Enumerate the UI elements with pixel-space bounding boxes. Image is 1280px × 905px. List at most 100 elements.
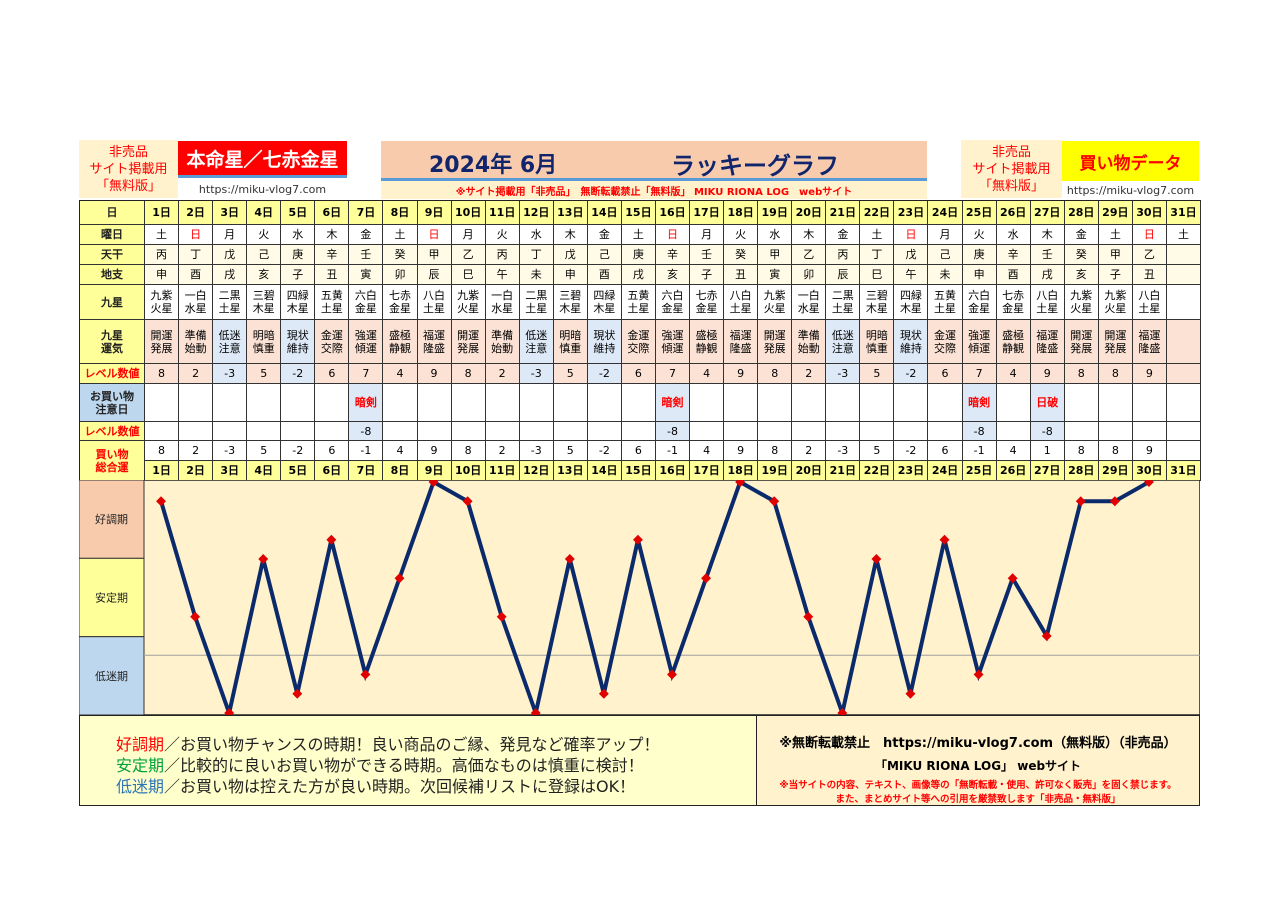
unki-cell: 準備 始動 — [792, 320, 827, 364]
chishi-cell: 子 — [690, 265, 725, 285]
chishi-cell: 巳 — [860, 265, 895, 285]
level-cell: -3 — [826, 364, 861, 384]
day-footer-cell: 5日 — [281, 461, 316, 481]
caution-level-cell — [315, 422, 350, 441]
total-cell: -3 — [519, 441, 554, 461]
data-point-29 — [1109, 496, 1120, 507]
total-cell: 4 — [690, 441, 725, 461]
caution-level-cell — [724, 422, 759, 441]
tenkan-cell: 辛 — [996, 245, 1031, 265]
day-header-cell: 2日 — [179, 201, 214, 225]
kyusei-cell: 八白 土星 — [724, 285, 759, 320]
data-point-26 — [1007, 573, 1018, 584]
level-cell: 9 — [1030, 364, 1065, 384]
legend-stable: 安定期／比較的に良いお買い物ができる時期。高価なものは慎重に検討！ — [116, 755, 756, 776]
kyusei-cell: 六白 金星 — [349, 285, 384, 320]
kyusei-cell: 四緑 木星 — [894, 285, 929, 320]
total-cell: 4 — [383, 441, 418, 461]
weekday-cell: 火 — [724, 225, 759, 245]
caution-level-cell — [826, 422, 861, 441]
day-header-cell: 11日 — [485, 201, 520, 225]
chishi-cell: 酉 — [179, 265, 214, 285]
chishi-cell: 卯 — [383, 265, 418, 285]
level-cell: -2 — [587, 364, 622, 384]
day-footer-cell: 7日 — [349, 461, 384, 481]
day-header-cell: 26日 — [996, 201, 1031, 225]
unki-cell: 低迷 注意 — [213, 320, 248, 364]
site-text: サイト掲載用 — [972, 161, 1051, 177]
day-footer-cell: 30日 — [1132, 461, 1167, 481]
kyusei-cell: 九紫 火星 — [1064, 285, 1099, 320]
day-footer-cell: 21日 — [826, 461, 861, 481]
chishi-cell: 巳 — [451, 265, 486, 285]
weekday-cell: 土 — [1166, 225, 1201, 245]
tenkan-cell: 己 — [928, 245, 963, 265]
day-header-cell: 17日 — [690, 201, 725, 225]
tenkan-cell: 壬 — [1030, 245, 1065, 265]
band-label: 好調期 — [95, 512, 128, 526]
day-header-cell: 23日 — [894, 201, 929, 225]
weekday-cell: 火 — [962, 225, 997, 245]
caution-cell — [928, 384, 963, 422]
weekday-cell: 水 — [758, 225, 793, 245]
row-label-weekday: 曜日 — [80, 225, 145, 245]
tenkan-cell: 丁 — [519, 245, 554, 265]
caution-cell: 日破 — [1030, 384, 1065, 422]
kyusei-cell: 八白 土星 — [1132, 285, 1167, 320]
caution-cell — [1098, 384, 1133, 422]
kyusei-cell: 七赤 金星 — [690, 285, 725, 320]
day-header-cell: 31日 — [1166, 201, 1201, 225]
kyusei-cell: 三碧 木星 — [860, 285, 895, 320]
chishi-cell: 午 — [485, 265, 520, 285]
caution-level-cell: -8 — [349, 422, 384, 441]
unki-cell: 開運 発展 — [145, 320, 180, 364]
kyusei-cell — [1166, 285, 1201, 320]
weekday-cell: 水 — [519, 225, 554, 245]
caution-level-cell — [485, 422, 520, 441]
unki-cell: 明暗 慎重 — [247, 320, 282, 364]
day-footer-cell: 23日 — [894, 461, 929, 481]
chishi-cell: 戌 — [213, 265, 248, 285]
tenkan-cell: 壬 — [349, 245, 384, 265]
unki-cell: 明暗 慎重 — [860, 320, 895, 364]
caution-level-cell — [996, 422, 1031, 441]
kyusei-cell: 六白 金星 — [655, 285, 691, 320]
chishi-cell: 丑 — [315, 265, 350, 285]
weekday-cell: 金 — [826, 225, 861, 245]
day-header-cell: 27日 — [1030, 201, 1065, 225]
legend-low: 低迷期／お買い物は控えた方が良い時期。次回候補リストに登録はOK！ — [116, 776, 756, 797]
data-title: 買い物データ — [1062, 141, 1199, 181]
day-footer-cell: 28日 — [1064, 461, 1099, 481]
day-header-cell: 25日 — [962, 201, 997, 225]
kyusei-cell: 五黄 土星 — [315, 285, 350, 320]
tenkan-cell: 庚 — [621, 245, 656, 265]
level-cell: 8 — [1064, 364, 1099, 384]
day-footer-cell: 6日 — [315, 461, 350, 481]
weekday-cell: 木 — [1030, 225, 1065, 245]
total-cell: 6 — [928, 441, 963, 461]
day-header-cell: 1日 — [145, 201, 180, 225]
unki-cell: 強運 傾運 — [349, 320, 384, 364]
caution-cell — [860, 384, 895, 422]
day-footer-cell: 27日 — [1030, 461, 1065, 481]
total-cell: 9 — [724, 441, 759, 461]
caution-level-cell — [179, 422, 214, 441]
tenkan-cell: 戊 — [553, 245, 588, 265]
total-cell: 8 — [1064, 441, 1099, 461]
level-cell: 5 — [553, 364, 588, 384]
weekday-cell: 日 — [1132, 225, 1167, 245]
total-cell: 5 — [553, 441, 588, 461]
weekday-cell: 木 — [792, 225, 827, 245]
unki-cell: 金運 交際 — [928, 320, 963, 364]
weekday-cell: 水 — [281, 225, 316, 245]
chishi-cell: 卯 — [792, 265, 827, 285]
data-point-23 — [905, 688, 916, 699]
chishi-cell: 丑 — [1132, 265, 1167, 285]
data-point-19 — [769, 496, 780, 507]
day-header-cell: 9日 — [417, 201, 452, 225]
weekday-cell: 金 — [587, 225, 622, 245]
day-footer-cell: 12日 — [519, 461, 554, 481]
caution-cell — [758, 384, 793, 422]
tenkan-cell: 甲 — [417, 245, 452, 265]
graph-title: ラッキーグラフ — [671, 152, 839, 180]
